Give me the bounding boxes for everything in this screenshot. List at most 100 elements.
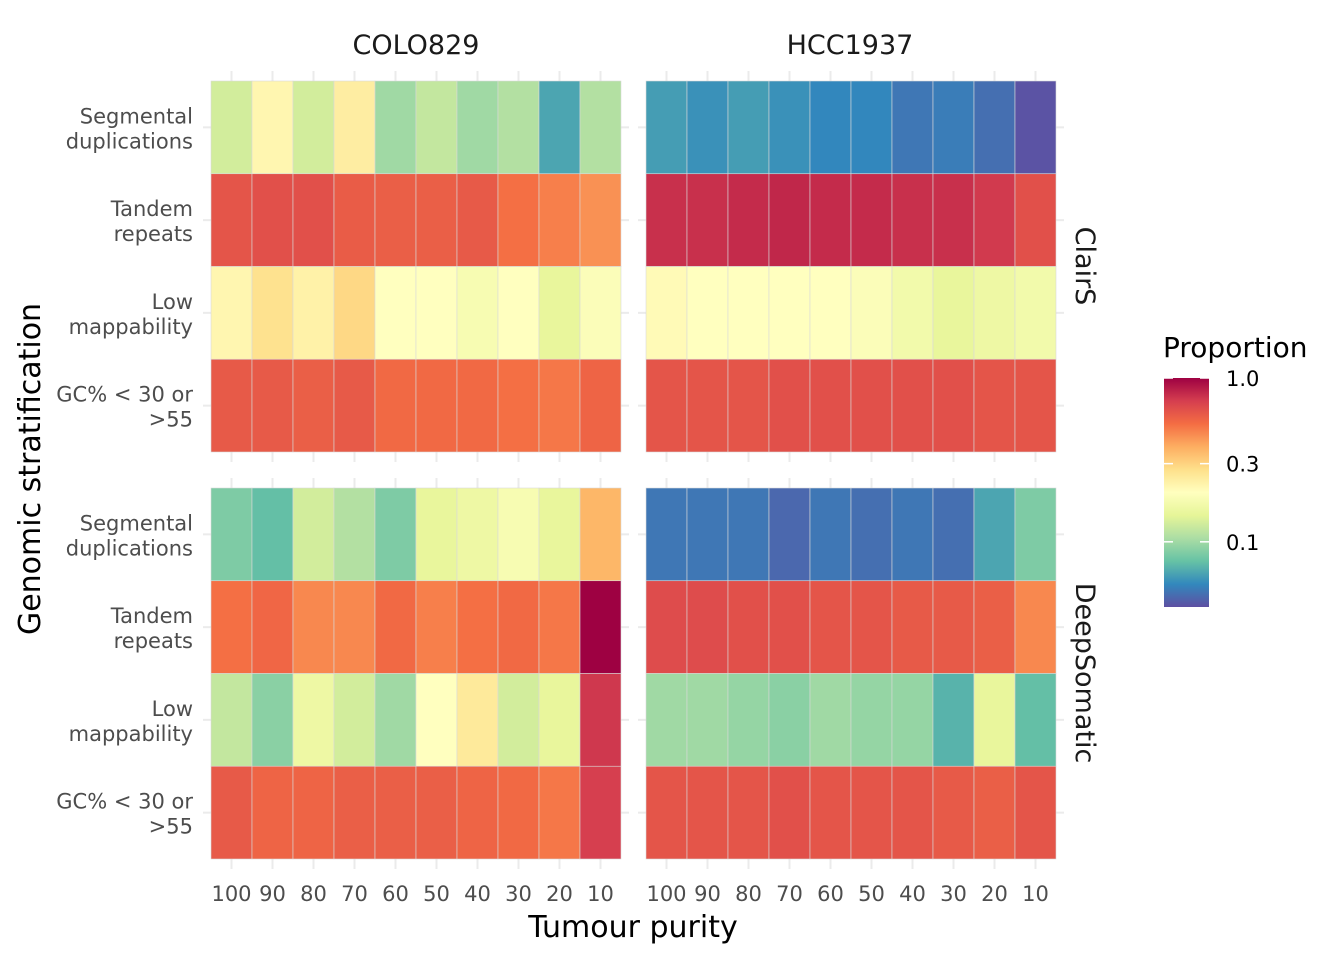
heatmap-cell bbox=[538, 673, 581, 767]
heatmap-cell bbox=[973, 266, 1016, 360]
heatmap-cell bbox=[1014, 765, 1057, 860]
heatmap-cell bbox=[686, 487, 729, 582]
heatmap-cell bbox=[415, 80, 458, 175]
heatmap-cell bbox=[809, 487, 852, 582]
heatmap-cell bbox=[932, 80, 975, 175]
heatmap-cell bbox=[579, 173, 622, 267]
heatmap-cell bbox=[456, 173, 499, 267]
heatmap-cell bbox=[292, 673, 335, 767]
heatmap-cell bbox=[497, 80, 540, 175]
heatmap-cell bbox=[538, 765, 581, 860]
heatmap-cell bbox=[333, 358, 376, 453]
heatmap-cell bbox=[645, 673, 688, 767]
heatmap-cell bbox=[850, 80, 893, 175]
y-tick-label: Segmental duplications bbox=[66, 511, 193, 560]
heatmap-cell bbox=[809, 673, 852, 767]
heatmap-cell bbox=[645, 580, 688, 674]
heatmap-cell bbox=[645, 80, 688, 175]
legend-tick-label: 0.3 bbox=[1226, 453, 1259, 477]
heatmap-cell bbox=[686, 173, 729, 267]
heatmap-cell bbox=[579, 580, 622, 674]
y-tick-label: GC% < 30 or >55 bbox=[56, 790, 193, 839]
x-tick-label: 40 bbox=[464, 882, 491, 906]
heatmap-cell bbox=[1014, 673, 1057, 767]
heatmap-cell bbox=[727, 487, 770, 582]
x-tick-label: 20 bbox=[981, 882, 1008, 906]
heatmap-cell bbox=[727, 673, 770, 767]
heatmap-cell bbox=[497, 487, 540, 582]
heatmap-cell bbox=[210, 765, 253, 860]
heatmap-cell bbox=[251, 173, 294, 267]
heatmap-cell bbox=[645, 358, 688, 453]
heatmap-cell bbox=[456, 358, 499, 453]
x-tick-label: 40 bbox=[899, 882, 926, 906]
heatmap-cell bbox=[809, 580, 852, 674]
y-tick-label: Tandem repeats bbox=[110, 604, 193, 653]
heatmap-cell bbox=[579, 673, 622, 767]
heatmap-cell bbox=[686, 358, 729, 453]
heatmap-cell bbox=[891, 673, 934, 767]
x-tick-label: 30 bbox=[940, 882, 967, 906]
heatmap-cell bbox=[809, 358, 852, 453]
heatmap-cell bbox=[415, 673, 458, 767]
col-facet-label: COLO829 bbox=[353, 30, 480, 61]
heatmap-cell bbox=[579, 80, 622, 175]
heatmap-cell bbox=[497, 266, 540, 360]
heatmap-cell bbox=[415, 487, 458, 582]
heatmap-cell bbox=[292, 173, 335, 267]
heatmap-cell bbox=[727, 173, 770, 267]
heatmap-cell bbox=[891, 173, 934, 267]
heatmap-cell bbox=[1014, 266, 1057, 360]
heatmap-cell bbox=[1014, 487, 1057, 582]
y-axis-title: Genomic stratification bbox=[13, 303, 48, 635]
heatmap-cell bbox=[333, 673, 376, 767]
heatmap-cell bbox=[932, 358, 975, 453]
heatmap-cell bbox=[456, 580, 499, 674]
heatmap-cell bbox=[210, 580, 253, 674]
heatmap-cell bbox=[768, 580, 811, 674]
heatmap-cell bbox=[579, 358, 622, 453]
x-tick-label: 90 bbox=[694, 882, 721, 906]
x-tick-label: 100 bbox=[211, 882, 251, 906]
heatmap-cell bbox=[973, 80, 1016, 175]
heatmap-cell bbox=[891, 266, 934, 360]
heatmap-cell bbox=[850, 173, 893, 267]
heatmap-cell bbox=[809, 765, 852, 860]
heatmap-cell bbox=[333, 266, 376, 360]
heatmap-cell bbox=[891, 487, 934, 582]
heatmap-cell bbox=[1014, 580, 1057, 674]
heatmap-cell bbox=[579, 765, 622, 860]
x-tick-label: 60 bbox=[382, 882, 409, 906]
heatmap-cell bbox=[891, 358, 934, 453]
legend-tick-label: 1.0 bbox=[1226, 367, 1259, 391]
heatmap-cell bbox=[686, 673, 729, 767]
heatmap-cell bbox=[768, 358, 811, 453]
heatmap-cell bbox=[645, 765, 688, 860]
heatmap-cell bbox=[538, 80, 581, 175]
x-tick-label: 100 bbox=[646, 882, 686, 906]
heatmap-cell bbox=[374, 358, 417, 453]
x-tick-label: 20 bbox=[546, 882, 573, 906]
heatmap-cell bbox=[415, 580, 458, 674]
heatmap-cell bbox=[292, 266, 335, 360]
heatmap-cell bbox=[1014, 358, 1057, 453]
heatmap-cell bbox=[374, 765, 417, 860]
x-tick-label: 80 bbox=[300, 882, 327, 906]
heatmap-cell bbox=[456, 765, 499, 860]
heatmap-cell bbox=[809, 266, 852, 360]
heatmap-cell bbox=[686, 765, 729, 860]
heatmap-cell bbox=[727, 358, 770, 453]
heatmap-cell bbox=[768, 487, 811, 582]
x-tick-label: 10 bbox=[1022, 882, 1049, 906]
heatmap-cell bbox=[891, 580, 934, 674]
heatmap-cell bbox=[686, 80, 729, 175]
heatmap-cell bbox=[374, 80, 417, 175]
heatmap-cell bbox=[850, 580, 893, 674]
x-axis-title: Tumour purity bbox=[527, 910, 738, 945]
heatmap-cell bbox=[727, 266, 770, 360]
heatmap-cell bbox=[456, 673, 499, 767]
heatmap-cell bbox=[850, 673, 893, 767]
y-tick-label: Tandem repeats bbox=[110, 197, 193, 246]
heatmap-cell bbox=[538, 266, 581, 360]
heatmap-cell bbox=[891, 765, 934, 860]
